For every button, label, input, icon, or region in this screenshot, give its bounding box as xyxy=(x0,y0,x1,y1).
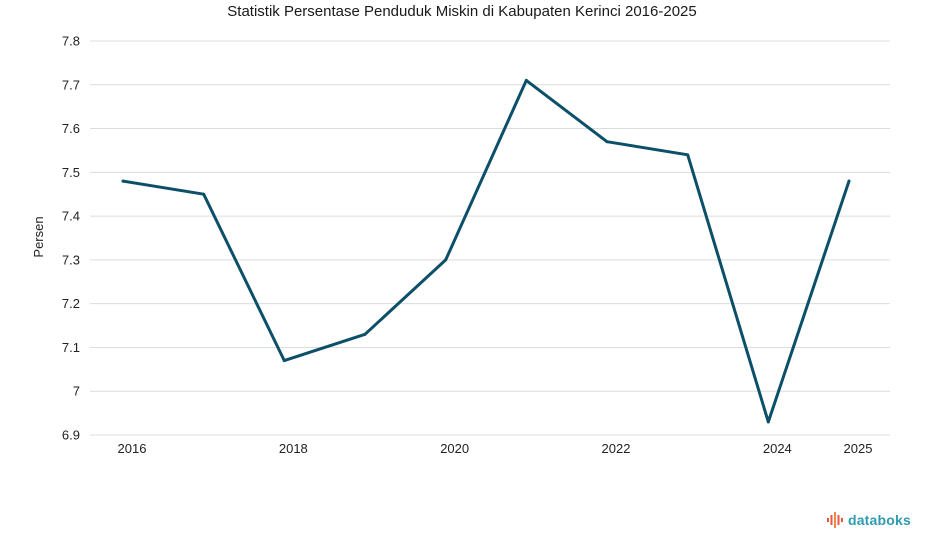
y-tick-label: 7.1 xyxy=(62,340,80,355)
data-point xyxy=(605,140,609,144)
x-tick-label: 2016 xyxy=(118,441,147,456)
y-tick-label: 6.9 xyxy=(62,428,80,443)
databoks-icon xyxy=(826,512,843,528)
data-point xyxy=(363,332,367,336)
data-point xyxy=(524,78,528,82)
y-tick-label: 7.6 xyxy=(62,121,80,136)
chart-title: Statistik Persentase Penduduk Miskin di … xyxy=(227,3,696,20)
x-tick-label: 2020 xyxy=(440,441,469,456)
y-tick-label: 7.4 xyxy=(62,209,80,224)
data-point xyxy=(686,153,690,157)
databoks-logo: databoks xyxy=(826,512,911,528)
y-tick-label: 7.5 xyxy=(62,165,80,180)
x-axis-ticks: 2016 2018 2020 2022 2024 2025 xyxy=(118,441,873,456)
y-tick-label: 7.2 xyxy=(62,296,80,311)
x-tick-label: 2022 xyxy=(602,441,631,456)
data-point xyxy=(847,179,851,183)
series-line xyxy=(121,78,851,424)
x-tick-label: 2025 xyxy=(844,441,873,456)
y-tick-label: 7 xyxy=(73,384,80,399)
x-tick-label: 2018 xyxy=(279,441,308,456)
data-point xyxy=(766,420,770,424)
brand-name: databoks xyxy=(847,512,911,528)
y-tick-label: 7.3 xyxy=(62,252,80,267)
series-layer xyxy=(121,78,851,424)
grid-lines xyxy=(90,40,890,436)
data-point xyxy=(282,359,286,363)
y-tick-label: 7.8 xyxy=(62,34,80,49)
x-tick-label: 2024 xyxy=(763,441,792,456)
data-point xyxy=(202,192,206,196)
data-point xyxy=(444,258,448,262)
y-axis-label: Persen xyxy=(31,216,46,257)
data-point xyxy=(121,179,125,183)
y-tick-label: 7.7 xyxy=(62,77,80,92)
y-axis-ticks: 6.9 7 7.1 7.2 7.3 7.4 7.5 7.6 7.7 7.8 xyxy=(62,34,80,443)
